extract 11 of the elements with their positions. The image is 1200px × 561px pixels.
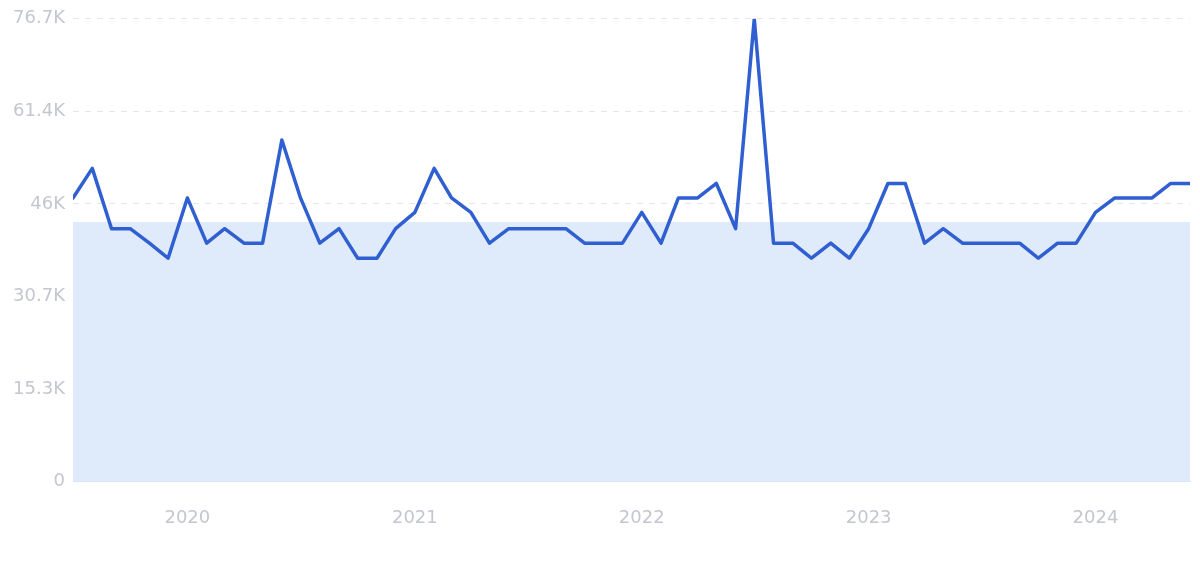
- x-tick-label: 2024: [1072, 505, 1119, 527]
- y-tick-label: 46K: [30, 191, 67, 213]
- y-tick-label: 15.3K: [13, 376, 67, 398]
- x-tick-label: 2022: [618, 505, 665, 527]
- y-tick-label: 76.7K: [13, 6, 67, 28]
- y-tick-label: 30.7K: [13, 283, 67, 305]
- x-tick-label: 2020: [164, 505, 211, 527]
- y-tick-label: 61.4K: [13, 98, 67, 120]
- x-tick-label: 2021: [391, 505, 438, 527]
- x-tick-label: 2023: [845, 505, 892, 527]
- y-tick-label: 0: [53, 469, 65, 491]
